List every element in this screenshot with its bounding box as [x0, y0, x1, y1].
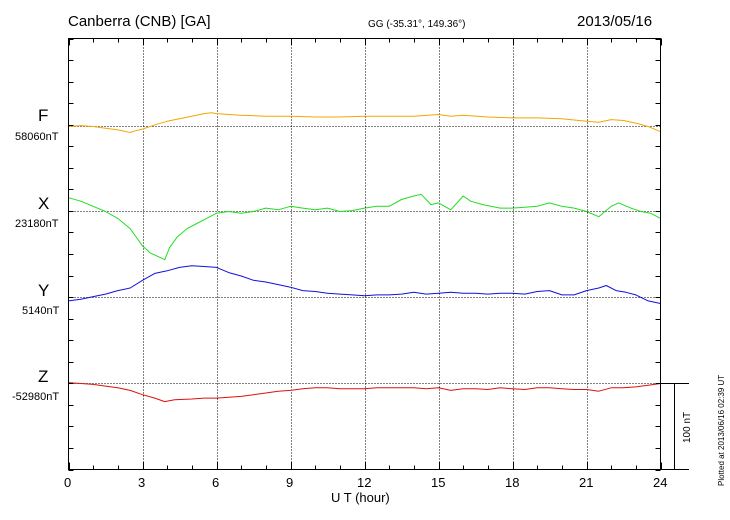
- baseline-lines: [68, 126, 661, 384]
- series-label-y: Y: [38, 281, 50, 300]
- baseline-label-x: 23180nT: [15, 218, 59, 230]
- plot-frame: [68, 38, 661, 470]
- series-label-f: F: [38, 106, 49, 125]
- series-label-z: Z: [38, 367, 49, 386]
- baseline-label-f: 58060nT: [15, 131, 59, 143]
- x-tick-label: 6: [212, 475, 220, 490]
- x-tick-label: 15: [431, 475, 446, 490]
- axis-ticks: [68, 38, 662, 471]
- series-line-z: [68, 382, 661, 403]
- series-label-x: X: [38, 194, 50, 213]
- scale-bar: [660, 383, 689, 470]
- station-coordinates: GG (-35.31°, 149.36°): [368, 19, 466, 30]
- series-line-f: [68, 112, 661, 133]
- x-tick-label: 21: [579, 475, 594, 490]
- x-tick-label: 9: [286, 475, 294, 490]
- x-tick-label: 12: [357, 475, 372, 490]
- x-tick-label: 18: [505, 475, 520, 490]
- x-tick-label: 0: [64, 475, 72, 490]
- chart-date: 2013/05/16: [577, 13, 653, 30]
- x-tick-label: 3: [138, 475, 146, 490]
- series-line-y: [68, 265, 661, 304]
- x-tick-label: 24: [653, 475, 668, 490]
- series-line-x: [68, 193, 661, 261]
- series-lines: [68, 112, 661, 403]
- grid-lines: [143, 38, 588, 470]
- baseline-label-y: 5140nT: [22, 305, 60, 317]
- x-axis-label: U T (hour): [331, 490, 390, 505]
- baseline-label-z: -52980nT: [12, 391, 60, 403]
- station-title: Canberra (CNB) [GA]: [68, 13, 211, 30]
